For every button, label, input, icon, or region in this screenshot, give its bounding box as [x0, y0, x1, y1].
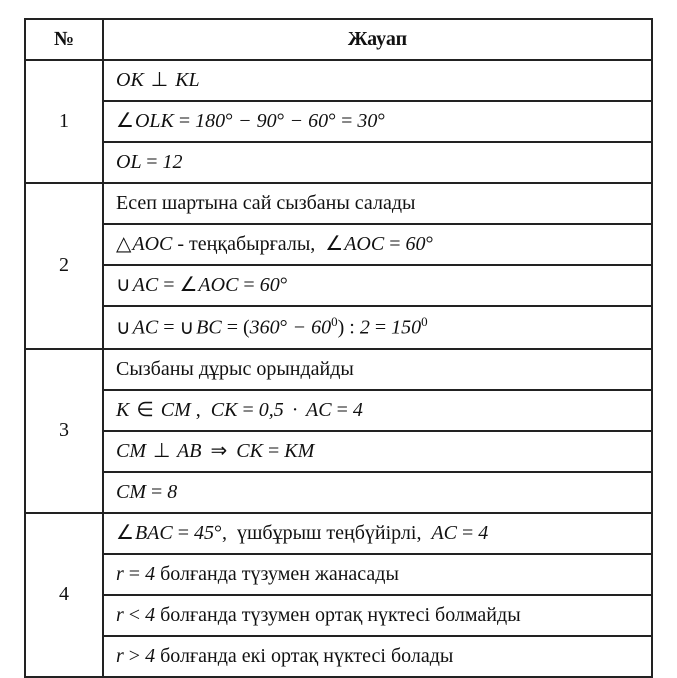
cell-answer: ∠OLK = 180° − 90° − 60° = 30° [103, 101, 652, 142]
table-row: CM = 8 [25, 472, 652, 513]
table-row: r = 4 болғанда түзумен жанасады [25, 554, 652, 595]
table-row: r > 4 болғанда екі ортақ нүктесі болады [25, 636, 652, 677]
cell-answer: CM = 8 [103, 472, 652, 513]
cell-answer: ∪AC = ∪BC = (360° − 600) : 2 = 1500 [103, 306, 652, 349]
header-num: № [25, 19, 103, 60]
row-num: 2 [25, 183, 103, 349]
cell-answer: r > 4 болғанда екі ортақ нүктесі болады [103, 636, 652, 677]
cell-answer: ∪AC = ∠AOC = 60° [103, 265, 652, 306]
cell-answer: △AOC - теңқабырғалы, ∠AOC = 60° [103, 224, 652, 265]
answer-table: № Жауап 1 OK ⊥ KL ∠OLK = 180° − 90° − 60… [24, 18, 653, 678]
table-row: 1 OK ⊥ KL [25, 60, 652, 101]
cell-answer: CM ⊥ AB ⇒ CK = KM [103, 431, 652, 472]
table-row: 3 Сызбаны дұрыс орындайды [25, 349, 652, 390]
table-row: △AOC - теңқабырғалы, ∠AOC = 60° [25, 224, 652, 265]
cell-answer: Сызбаны дұрыс орындайды [103, 349, 652, 390]
table-header-row: № Жауап [25, 19, 652, 60]
row-num: 4 [25, 513, 103, 677]
cell-answer: r = 4 болғанда түзумен жанасады [103, 554, 652, 595]
row-num: 1 [25, 60, 103, 183]
cell-answer: r < 4 болғанда түзумен ортақ нүктесі бол… [103, 595, 652, 636]
table-row: ∪AC = ∠AOC = 60° [25, 265, 652, 306]
table-row: 4 ∠BAC = 45°, үшбұрыш теңбүйірлі, AC = 4 [25, 513, 652, 554]
cell-answer: OL = 12 [103, 142, 652, 183]
table-row: 2 Есеп шартына сай сызбаны салады [25, 183, 652, 224]
row-num: 3 [25, 349, 103, 513]
cell-answer: K ∈ CM , CK = 0,5 · AC = 4 [103, 390, 652, 431]
table-row: K ∈ CM , CK = 0,5 · AC = 4 [25, 390, 652, 431]
table-row: CM ⊥ AB ⇒ CK = KM [25, 431, 652, 472]
table-row: r < 4 болғанда түзумен ортақ нүктесі бол… [25, 595, 652, 636]
cell-answer: ∠BAC = 45°, үшбұрыш теңбүйірлі, AC = 4 [103, 513, 652, 554]
header-answer: Жауап [103, 19, 652, 60]
table-row: ∪AC = ∪BC = (360° − 600) : 2 = 1500 [25, 306, 652, 349]
cell-answer: Есеп шартына сай сызбаны салады [103, 183, 652, 224]
table-row: OL = 12 [25, 142, 652, 183]
table-row: ∠OLK = 180° − 90° − 60° = 30° [25, 101, 652, 142]
cell-answer: OK ⊥ KL [103, 60, 652, 101]
